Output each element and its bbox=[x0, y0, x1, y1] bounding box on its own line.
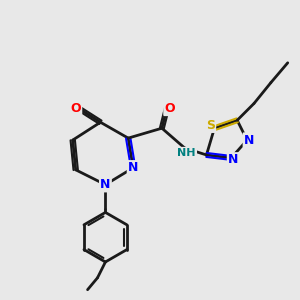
Text: N: N bbox=[128, 161, 138, 174]
Text: N: N bbox=[244, 134, 254, 147]
Text: N: N bbox=[228, 153, 238, 167]
Text: S: S bbox=[206, 119, 215, 132]
Text: N: N bbox=[100, 178, 111, 191]
Text: O: O bbox=[164, 102, 175, 115]
Text: O: O bbox=[70, 102, 81, 115]
Text: NH: NH bbox=[177, 148, 196, 158]
